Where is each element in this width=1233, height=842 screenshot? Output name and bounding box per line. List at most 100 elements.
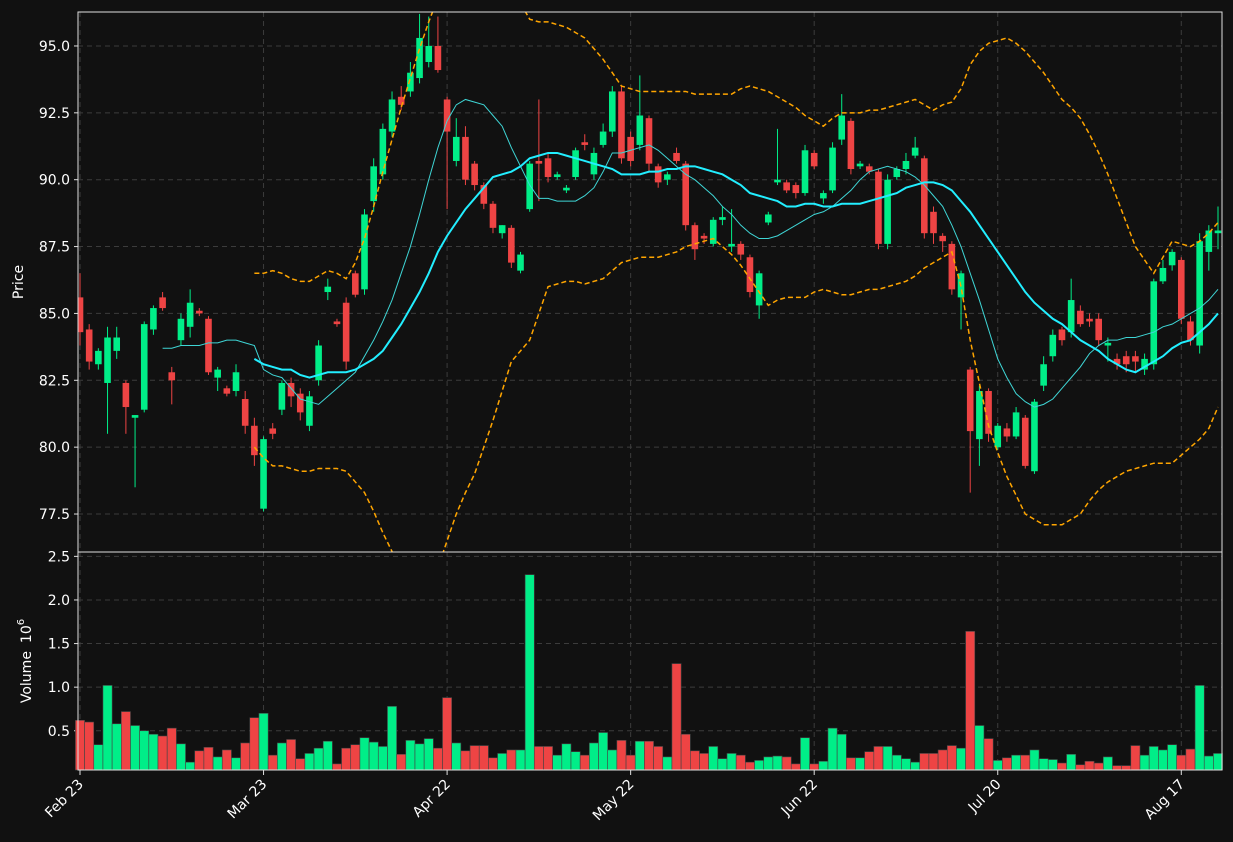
- volume-bar: [148, 733, 159, 771]
- candle-body: [664, 174, 671, 180]
- volume-bar: [194, 750, 205, 771]
- candle-body: [140, 324, 148, 410]
- volume-bar: [579, 754, 590, 771]
- candle-body: [168, 372, 176, 381]
- candle-body: [526, 163, 533, 210]
- volume-bar: [763, 756, 774, 771]
- volume-bar: [240, 742, 251, 771]
- volume-bar: [699, 753, 709, 771]
- volume-bar: [185, 761, 196, 771]
- volume-bar: [772, 755, 783, 771]
- candle-body: [1214, 230, 1222, 234]
- volume-bar: [607, 749, 618, 771]
- candle-body: [893, 168, 901, 178]
- volume-bar: [754, 760, 765, 771]
- volume-bar: [589, 742, 599, 771]
- candle-body: [654, 166, 662, 183]
- volume-bar: [130, 725, 140, 771]
- candle-body: [342, 302, 350, 362]
- candle-body: [241, 399, 249, 426]
- volume-bar: [286, 739, 296, 771]
- volume-bar: [1011, 754, 1021, 771]
- candle-body: [810, 152, 818, 167]
- candle-body: [1168, 251, 1176, 266]
- volume-bar: [433, 747, 443, 771]
- indicator-line: [253, 151, 1219, 379]
- candle-body: [397, 96, 405, 105]
- volume-bar: [1112, 765, 1122, 771]
- volume-exponent: 6: [16, 619, 27, 625]
- volume-bar: [423, 738, 434, 771]
- candle-body: [847, 120, 855, 169]
- volume-bar: [653, 746, 664, 771]
- volume-bar: [1158, 749, 1168, 771]
- volume-bar: [864, 751, 875, 771]
- volume-bar: [662, 756, 673, 771]
- candle-body: [563, 187, 570, 191]
- volume-bar: [359, 737, 370, 771]
- volume-bar: [313, 747, 324, 771]
- candle-body: [1205, 230, 1213, 252]
- volume-bar: [1194, 685, 1205, 771]
- candle-body: [535, 160, 543, 164]
- candle-body: [361, 214, 368, 290]
- volume-bar: [139, 730, 150, 771]
- y-tick-label: 90.0: [39, 173, 70, 189]
- volume-bar: [836, 733, 847, 771]
- candle-body: [1086, 318, 1093, 322]
- volume-bar: [322, 740, 333, 771]
- volume-bar: [561, 743, 572, 771]
- volume-bar: [1020, 754, 1031, 771]
- volume-bar: [644, 740, 654, 771]
- candle-body: [85, 329, 93, 362]
- volume-bar: [1139, 754, 1150, 771]
- volume-bar: [1057, 762, 1067, 771]
- candle-body: [966, 369, 974, 432]
- candle-body: [774, 179, 781, 183]
- candle-body: [489, 203, 497, 228]
- candle-body: [315, 345, 322, 381]
- price-axis-label: Price: [11, 265, 27, 299]
- volume-bar: [745, 761, 755, 771]
- candle-body: [599, 131, 607, 145]
- candle-body: [1067, 300, 1075, 333]
- volume-bar: [258, 713, 269, 771]
- candle-body: [856, 163, 864, 167]
- volume-bar: [166, 727, 177, 771]
- volume-bar: [414, 743, 425, 771]
- candle-body: [765, 214, 772, 223]
- candle-body: [627, 136, 634, 161]
- candle-body: [306, 396, 313, 426]
- volume-bar: [506, 749, 517, 771]
- candle-body: [636, 115, 644, 145]
- candle-body: [939, 235, 946, 242]
- volume-bar: [928, 753, 939, 771]
- candle-body: [333, 321, 341, 325]
- candle-body: [884, 179, 891, 244]
- volume-bar: [570, 751, 581, 771]
- volume-bar: [460, 750, 471, 771]
- candle-body: [159, 297, 166, 309]
- candle-body: [352, 273, 359, 295]
- volume-bar: [478, 745, 489, 771]
- candle-body: [95, 350, 102, 365]
- indicator-line: [253, 237, 1219, 552]
- candle-body: [186, 302, 194, 327]
- candle-body: [452, 136, 460, 161]
- candle-body: [820, 193, 827, 199]
- volume-bar: [515, 749, 526, 771]
- volume-bar: [1185, 748, 1196, 771]
- volume-bar: [992, 760, 1003, 771]
- volume-bar: [552, 754, 563, 771]
- volume-frame: [77, 551, 1223, 771]
- volume-bar: [1002, 757, 1012, 771]
- volume-bar: [846, 757, 856, 771]
- candle-body: [911, 147, 919, 156]
- volume-bar: [1102, 756, 1113, 771]
- volume-bar: [543, 746, 553, 771]
- volume-bar: [387, 706, 397, 771]
- volume-bar: [708, 746, 719, 771]
